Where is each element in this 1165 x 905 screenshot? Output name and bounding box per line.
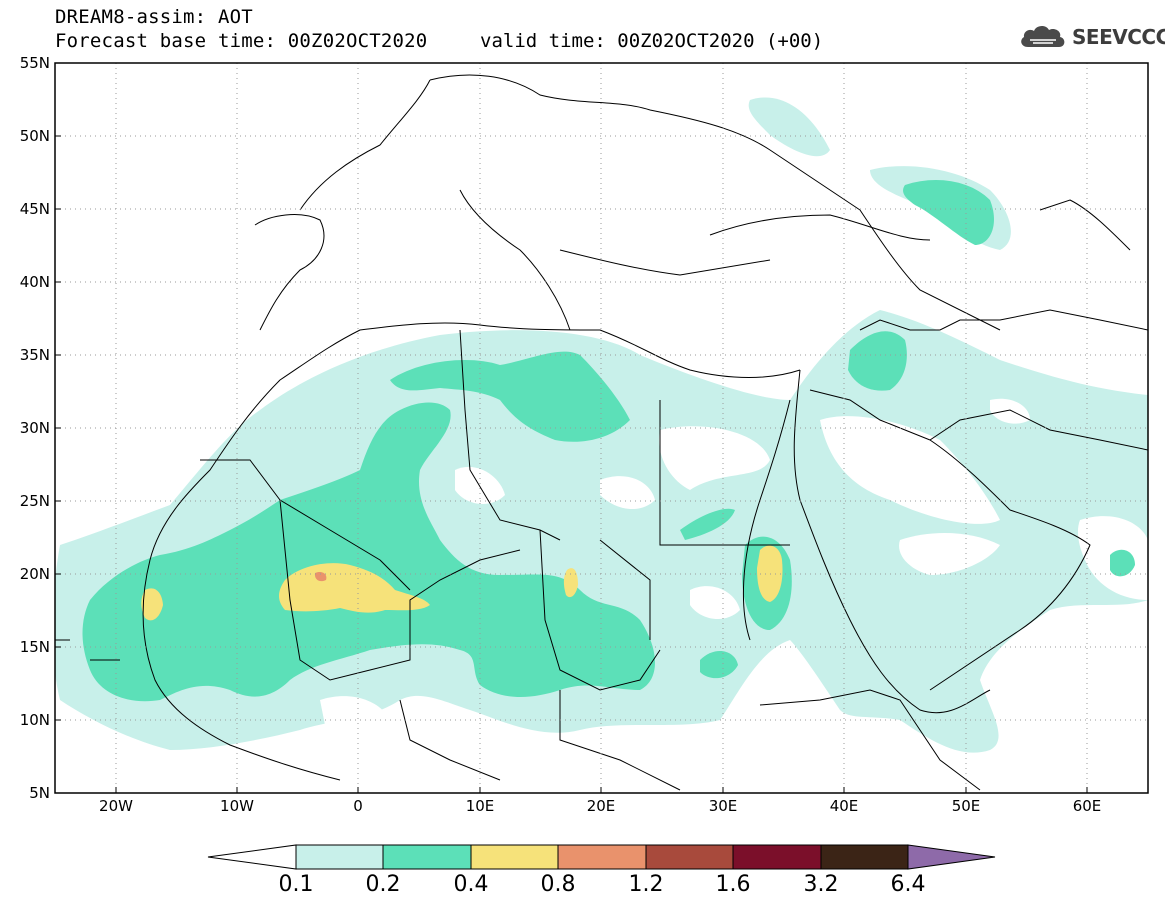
grid-lines	[55, 63, 1148, 793]
axis-ticks	[55, 62, 1088, 794]
chart-title: DREAM8-assim: AOT	[55, 6, 253, 28]
valid-time: valid time: 00Z02OCT2020 (+00)	[480, 30, 824, 52]
lat-label: 35N	[19, 346, 50, 364]
colorbar-box-5	[645, 844, 734, 870]
colorbar-label: 0.4	[453, 872, 489, 897]
lon-label: 30E	[708, 797, 738, 815]
colorbar-box-6	[732, 844, 822, 870]
colorbar	[207, 844, 996, 870]
colorbar-lower-arrow	[207, 844, 297, 870]
lat-label: 15N	[19, 638, 50, 656]
lon-label: 20W	[99, 797, 133, 815]
lon-label: 0	[353, 797, 363, 815]
lat-label: 30N	[19, 419, 50, 437]
colorbar-box-4	[557, 844, 647, 870]
colorbar-label: 6.4	[890, 872, 926, 897]
lat-label: 50N	[19, 127, 50, 145]
lon-label: 60E	[1072, 797, 1102, 815]
lon-label: 50E	[951, 797, 981, 815]
lon-label: 10E	[465, 797, 495, 815]
colorbar-label: 0.1	[278, 872, 314, 897]
aot-field-0.2-0.4	[82, 180, 1135, 702]
aot-field-0.8-1.2	[314, 571, 327, 582]
colorbar-label: 0.2	[365, 872, 401, 897]
lat-label: 40N	[19, 273, 50, 291]
colorbar-label: 0.8	[540, 872, 576, 897]
logo-text: SEEVCCC	[1072, 25, 1165, 49]
colorbar-label: 1.2	[628, 872, 664, 897]
lat-label: 5N	[29, 784, 50, 802]
lat-label: 20N	[19, 565, 50, 583]
colorbar-box-3	[470, 844, 559, 870]
cloud-icon	[1021, 25, 1065, 47]
lat-label: 55N	[19, 54, 50, 72]
lon-label: 40E	[829, 797, 859, 815]
lon-label: 10W	[220, 797, 254, 815]
seevccc-logo: SEEVCCC	[1018, 22, 1165, 52]
colorbar-label: 3.2	[803, 872, 839, 897]
lon-label: 20E	[586, 797, 616, 815]
coastlines-and-borders	[55, 74, 1148, 791]
colorbar-box-2	[382, 844, 472, 870]
lat-label: 25N	[19, 492, 50, 510]
colorbar-label: 1.6	[715, 872, 751, 897]
colorbar-box-1	[295, 844, 384, 870]
colorbar-box-7	[820, 844, 909, 870]
lat-label: 45N	[19, 200, 50, 218]
forecast-base-time: Forecast base time: 00Z02OCT2020	[55, 30, 428, 52]
lat-label: 10N	[19, 711, 50, 729]
colorbar-upper-arrow	[907, 844, 996, 870]
